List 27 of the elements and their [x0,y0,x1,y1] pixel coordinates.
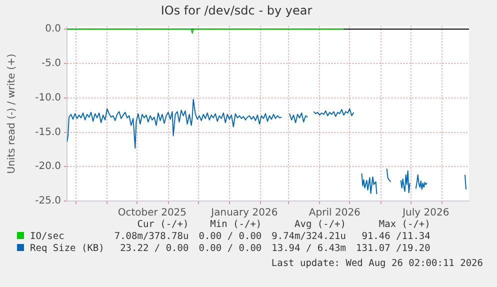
text: Cur (-/+) [136,219,190,231]
y-tick-label: -15.0 [35,126,61,138]
y-axis-title: Units read (-) / write (+) [6,54,18,174]
chart-title: IOs for /dev/sdc - by year [160,3,312,18]
legend-label: Req Size (KB) [30,243,104,254]
text: 0.00 / 0.00 [198,243,263,255]
text: Avg (-/+) [294,219,347,231]
y-tick-label: -20.0 [35,161,61,172]
text: 23.22 / 0.00 [119,243,190,255]
text: 0.00 / 0.00 [198,231,263,243]
text: 91.46 /11.34 [360,231,432,243]
text: Last update: Wed Aug 26 02:00:11 2026 [271,258,483,269]
text: 131.07 /19.20 [355,243,432,255]
y-tick-label: -25.0 [35,196,61,207]
text: Max (-/+) [378,219,432,231]
x-tick-label: April 2026 [308,208,360,219]
legend-label: IO/sec [30,231,64,242]
y-tick-label: -10.0 [35,92,61,104]
text: Min (-/+) [209,219,263,231]
y-tick-label: 0.0 [45,24,61,35]
y-tick-label: -5.0 [41,58,61,70]
x-tick-label: January 2026 [210,208,278,219]
x-tick-label: July 2026 [402,208,450,219]
text: 7.08m/378.78u [113,231,190,243]
text: 9.74m/324.21u [270,231,347,243]
text: 13.94 / 6.43m [270,243,347,255]
x-tick-label: October 2025 [118,208,187,219]
